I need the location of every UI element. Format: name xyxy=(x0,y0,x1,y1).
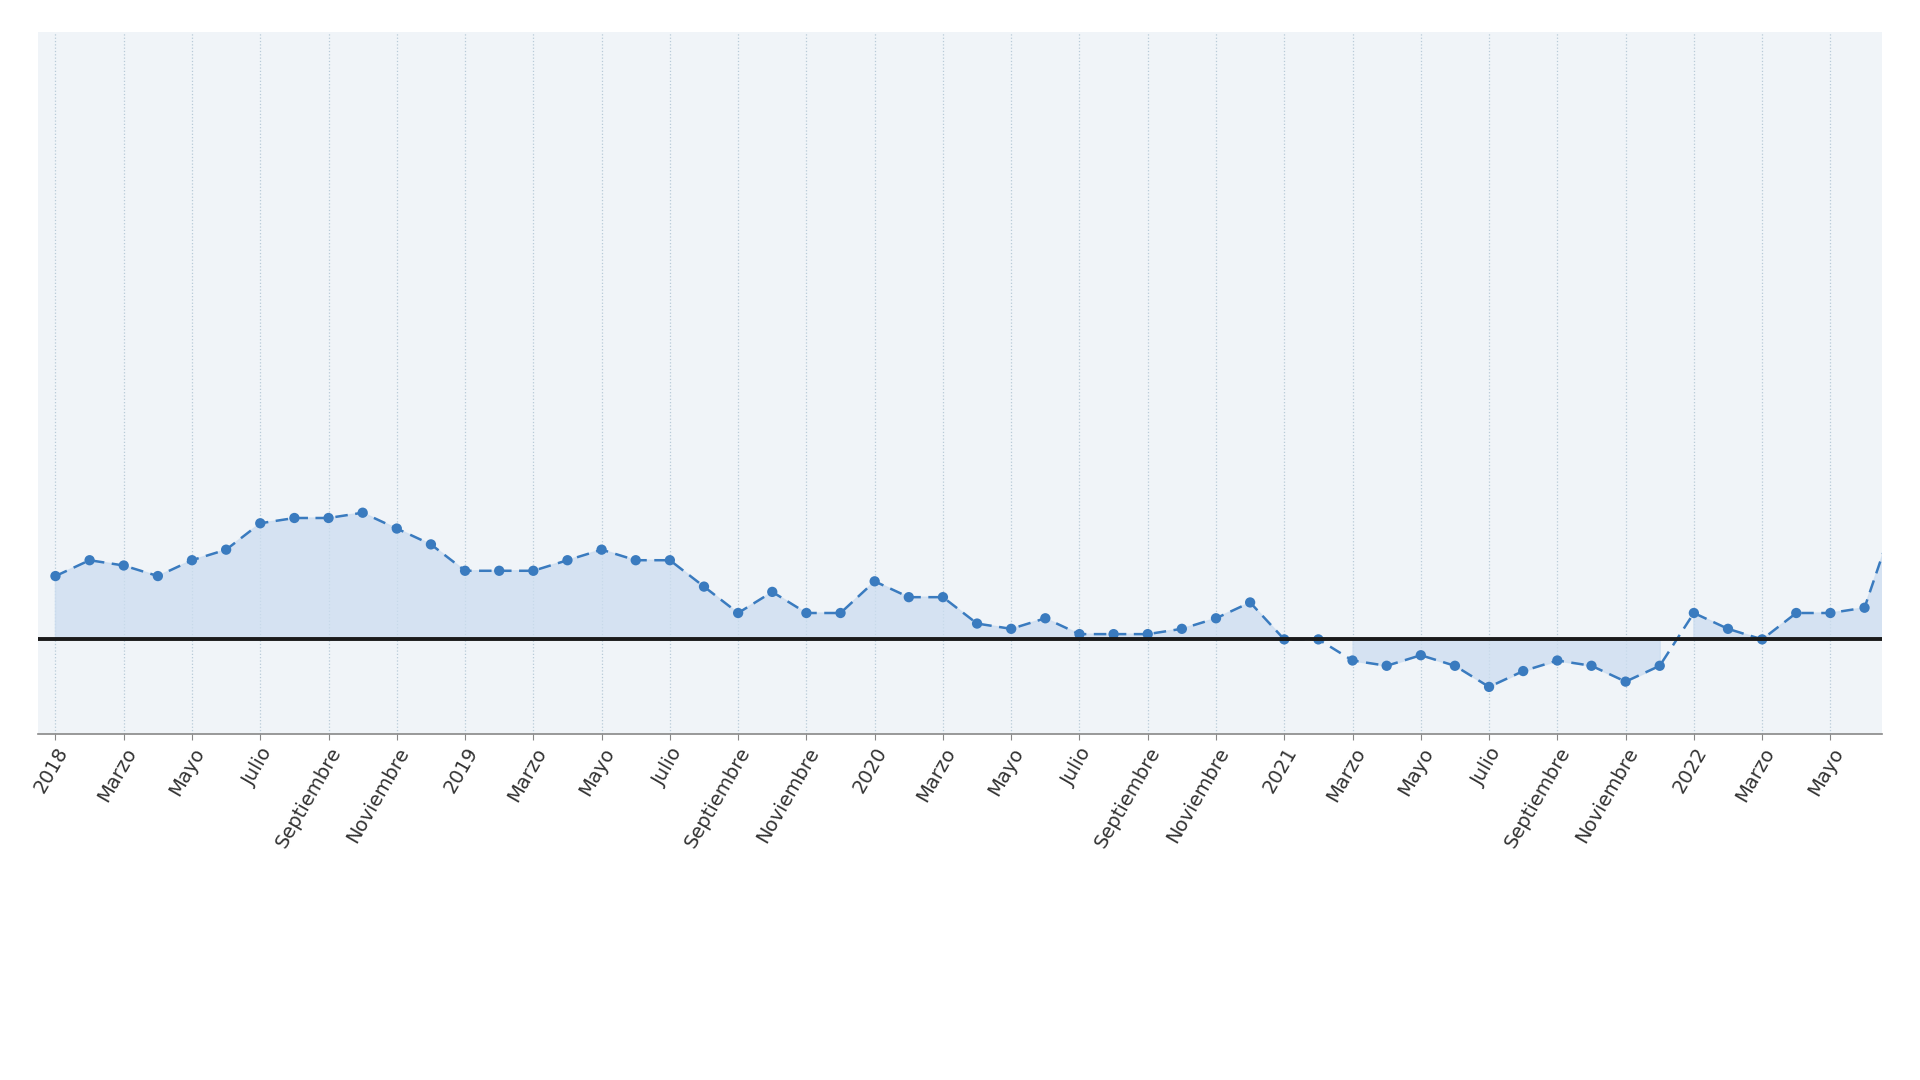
Point xyxy=(860,572,891,590)
Point xyxy=(1269,631,1300,648)
Point xyxy=(1849,599,1880,617)
Point xyxy=(1098,625,1129,643)
Point xyxy=(1611,673,1642,690)
Point xyxy=(1064,625,1094,643)
Point xyxy=(1644,657,1674,674)
Point xyxy=(278,510,309,527)
Point xyxy=(246,515,276,532)
Point xyxy=(518,562,549,579)
Point xyxy=(1304,631,1334,648)
Point xyxy=(553,552,584,569)
Point xyxy=(722,605,753,622)
Point xyxy=(40,567,71,584)
Point xyxy=(1542,652,1572,670)
Point xyxy=(108,557,138,575)
Point xyxy=(620,552,651,569)
Point xyxy=(1747,631,1778,648)
Point xyxy=(893,589,924,606)
Point xyxy=(1440,657,1471,674)
Point xyxy=(826,605,856,622)
Point xyxy=(449,562,480,579)
Point xyxy=(415,536,445,553)
Point xyxy=(1814,605,1845,622)
Point xyxy=(1918,457,1920,474)
Point xyxy=(927,589,958,606)
Point xyxy=(382,519,413,537)
Point xyxy=(1235,594,1265,611)
Point xyxy=(689,578,720,595)
Point xyxy=(75,552,106,569)
Point xyxy=(1405,647,1436,664)
Point xyxy=(484,562,515,579)
Point xyxy=(1507,662,1538,679)
Point xyxy=(1167,620,1198,637)
Point xyxy=(1371,657,1402,674)
Point xyxy=(1884,499,1914,516)
Point xyxy=(1678,605,1709,622)
Point xyxy=(211,541,242,558)
Point xyxy=(655,552,685,569)
Point xyxy=(756,583,787,600)
Point xyxy=(142,567,173,584)
Point xyxy=(313,510,344,527)
Point xyxy=(1200,609,1231,626)
Point xyxy=(1782,605,1812,622)
Point xyxy=(791,605,822,622)
Point xyxy=(1576,657,1607,674)
Point xyxy=(1475,678,1505,696)
Point xyxy=(1029,609,1060,626)
Point xyxy=(962,615,993,632)
Point xyxy=(348,504,378,522)
Point xyxy=(177,552,207,569)
Point xyxy=(1133,625,1164,643)
Point xyxy=(1713,620,1743,637)
Point xyxy=(1336,652,1367,670)
Point xyxy=(586,541,616,558)
Point xyxy=(996,620,1027,637)
